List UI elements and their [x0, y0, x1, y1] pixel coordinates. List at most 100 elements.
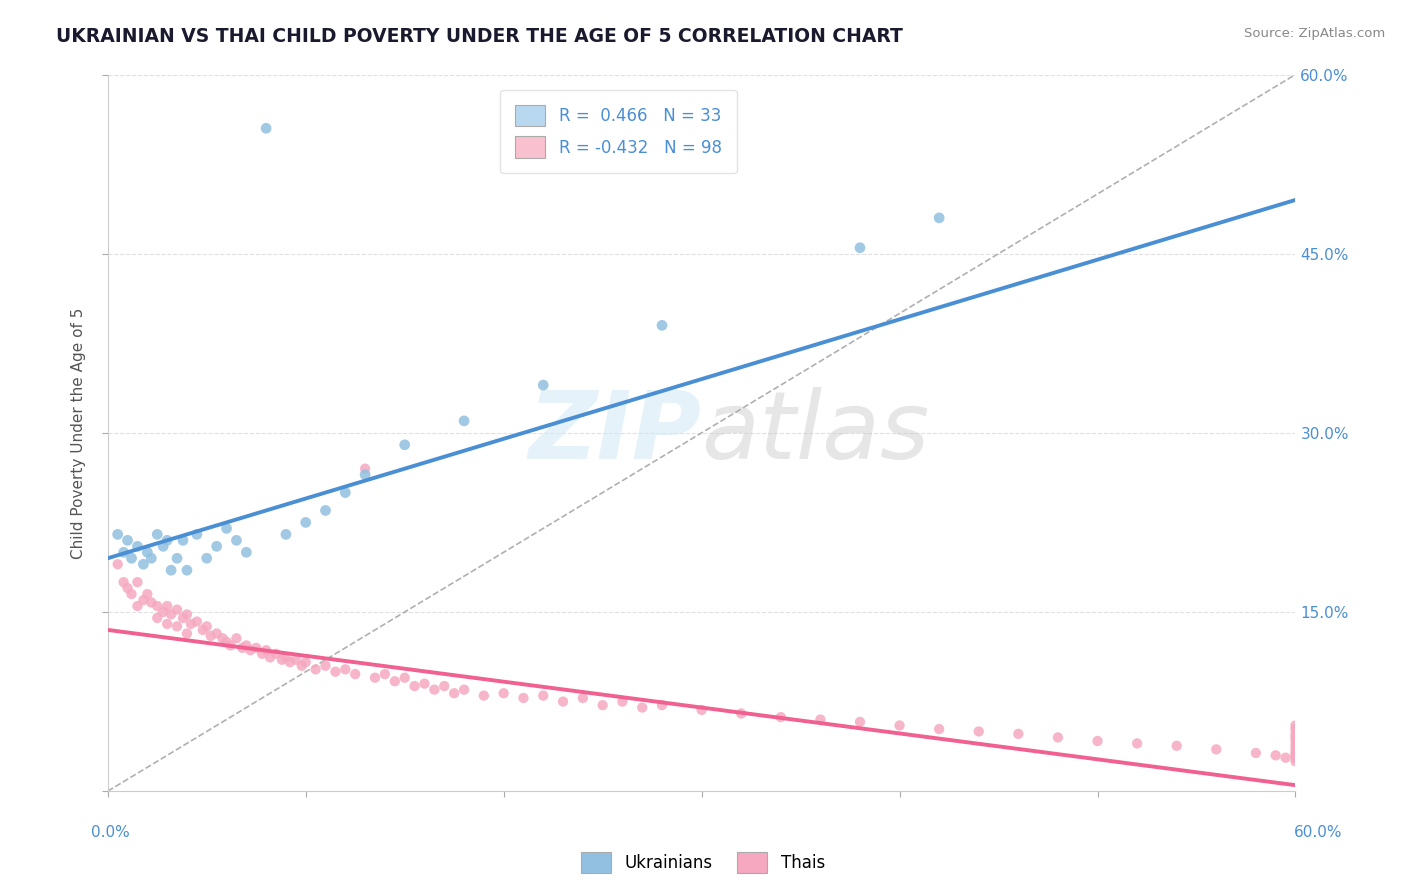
- Point: [849, 241, 872, 255]
- Point: [730, 706, 752, 721]
- Point: [117, 533, 139, 548]
- Point: [141, 595, 163, 609]
- Point: [1284, 727, 1306, 741]
- Point: [235, 545, 257, 559]
- Text: atlas: atlas: [702, 387, 929, 478]
- Point: [152, 539, 174, 553]
- Point: [492, 686, 515, 700]
- Point: [1284, 722, 1306, 736]
- Point: [205, 626, 228, 640]
- Point: [274, 650, 297, 665]
- Point: [335, 662, 357, 676]
- Point: [592, 698, 614, 713]
- Point: [512, 691, 534, 706]
- Point: [690, 703, 713, 717]
- Point: [1284, 754, 1306, 768]
- Point: [551, 695, 574, 709]
- Point: [146, 611, 169, 625]
- Point: [1284, 734, 1306, 748]
- Point: [443, 686, 465, 700]
- Point: [254, 121, 277, 136]
- Point: [254, 643, 277, 657]
- Point: [117, 581, 139, 595]
- Legend: Ukrainians, Thais: Ukrainians, Thais: [574, 846, 832, 880]
- Point: [225, 632, 247, 646]
- Point: [1274, 750, 1296, 764]
- Point: [112, 545, 135, 559]
- Point: [1284, 748, 1306, 763]
- Point: [156, 599, 179, 613]
- Point: [531, 378, 554, 392]
- Point: [264, 647, 287, 661]
- Point: [1126, 736, 1149, 750]
- Point: [166, 551, 188, 566]
- Point: [132, 593, 155, 607]
- Point: [572, 691, 595, 706]
- Point: [354, 467, 377, 482]
- Point: [315, 658, 337, 673]
- Point: [453, 682, 475, 697]
- Point: [180, 616, 202, 631]
- Point: [1284, 750, 1306, 764]
- Point: [172, 611, 194, 625]
- Text: 60.0%: 60.0%: [1295, 825, 1343, 840]
- Point: [146, 527, 169, 541]
- Point: [1046, 731, 1069, 745]
- Point: [186, 615, 208, 629]
- Point: [394, 671, 416, 685]
- Point: [156, 533, 179, 548]
- Point: [364, 671, 387, 685]
- Point: [374, 667, 396, 681]
- Point: [304, 662, 326, 676]
- Point: [146, 599, 169, 613]
- Point: [112, 575, 135, 590]
- Point: [219, 639, 242, 653]
- Point: [166, 602, 188, 616]
- Point: [433, 679, 456, 693]
- Point: [1284, 718, 1306, 732]
- Y-axis label: Child Poverty Under the Age of 5: Child Poverty Under the Age of 5: [72, 307, 86, 558]
- Point: [271, 653, 294, 667]
- Point: [231, 640, 253, 655]
- Point: [200, 629, 222, 643]
- Point: [294, 655, 316, 669]
- Point: [132, 558, 155, 572]
- Point: [156, 616, 179, 631]
- Point: [176, 626, 198, 640]
- Point: [294, 516, 316, 530]
- Point: [612, 695, 634, 709]
- Point: [127, 575, 149, 590]
- Point: [291, 658, 314, 673]
- Point: [245, 640, 267, 655]
- Point: [384, 674, 406, 689]
- Point: [235, 639, 257, 653]
- Point: [176, 607, 198, 622]
- Point: [413, 676, 436, 690]
- Point: [166, 619, 188, 633]
- Point: [160, 563, 183, 577]
- Point: [211, 632, 233, 646]
- Point: [215, 635, 238, 649]
- Point: [394, 438, 416, 452]
- Point: [205, 539, 228, 553]
- Point: [1264, 748, 1286, 763]
- Point: [1284, 739, 1306, 753]
- Point: [107, 527, 129, 541]
- Point: [1007, 727, 1029, 741]
- Point: [259, 650, 281, 665]
- Point: [967, 724, 990, 739]
- Point: [928, 211, 950, 225]
- Text: Source: ZipAtlas.com: Source: ZipAtlas.com: [1244, 27, 1385, 40]
- Point: [1284, 746, 1306, 760]
- Point: [889, 718, 911, 732]
- Point: [1284, 742, 1306, 756]
- Point: [453, 414, 475, 428]
- Point: [404, 679, 426, 693]
- Point: [344, 667, 367, 681]
- Point: [215, 521, 238, 535]
- Point: [1166, 739, 1188, 753]
- Point: [849, 714, 872, 729]
- Point: [278, 655, 301, 669]
- Point: [472, 689, 495, 703]
- Point: [136, 545, 159, 559]
